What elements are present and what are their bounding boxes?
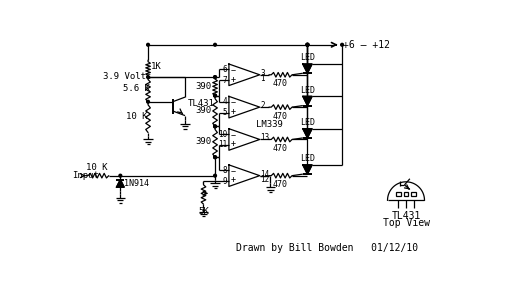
Text: 10 K: 10 K xyxy=(87,163,108,172)
Text: 5: 5 xyxy=(223,108,228,117)
Bar xyxy=(404,192,408,196)
Text: LED: LED xyxy=(300,86,315,95)
Text: 1K: 1K xyxy=(151,62,162,71)
Circle shape xyxy=(119,174,122,177)
Text: +: + xyxy=(231,139,236,148)
Text: −: − xyxy=(231,131,236,140)
Text: 390: 390 xyxy=(196,82,212,91)
Circle shape xyxy=(341,44,344,46)
Text: 8: 8 xyxy=(223,166,228,175)
Circle shape xyxy=(214,125,216,128)
Text: 470: 470 xyxy=(273,112,288,121)
Circle shape xyxy=(214,156,216,159)
Text: 13: 13 xyxy=(261,133,270,142)
Bar xyxy=(411,192,416,196)
Text: +6 — +12: +6 — +12 xyxy=(343,40,390,50)
Text: 470: 470 xyxy=(273,144,288,153)
Polygon shape xyxy=(303,165,312,174)
Text: Input: Input xyxy=(73,171,99,180)
Circle shape xyxy=(214,174,216,177)
Circle shape xyxy=(214,125,216,128)
Circle shape xyxy=(214,156,216,159)
Circle shape xyxy=(306,44,309,46)
Text: 2: 2 xyxy=(261,101,265,110)
Text: −: − xyxy=(231,98,236,107)
Text: +: + xyxy=(231,75,236,83)
Text: 10 K: 10 K xyxy=(127,112,148,121)
Bar xyxy=(396,192,401,196)
Text: 1: 1 xyxy=(261,74,265,83)
Text: Drawn by Bill Bowden   01/12/10: Drawn by Bill Bowden 01/12/10 xyxy=(236,243,418,253)
Text: TL431: TL431 xyxy=(188,99,215,108)
Circle shape xyxy=(214,94,216,97)
Text: 470: 470 xyxy=(273,79,288,89)
Circle shape xyxy=(306,44,309,46)
Text: LED: LED xyxy=(300,154,315,163)
Circle shape xyxy=(147,76,150,78)
Text: 14: 14 xyxy=(261,170,270,178)
Text: 5K: 5K xyxy=(198,207,209,216)
Text: Top View: Top View xyxy=(382,218,430,228)
Text: 390: 390 xyxy=(196,107,212,115)
Polygon shape xyxy=(303,96,312,106)
Text: 12: 12 xyxy=(261,175,270,184)
Polygon shape xyxy=(117,179,124,187)
Circle shape xyxy=(214,94,216,97)
Text: 5.6 K: 5.6 K xyxy=(123,84,150,93)
Circle shape xyxy=(306,44,309,46)
Text: 7: 7 xyxy=(223,76,228,85)
Text: 10: 10 xyxy=(218,130,228,139)
Circle shape xyxy=(147,100,150,103)
Polygon shape xyxy=(303,129,312,138)
Text: −: − xyxy=(231,167,236,176)
Text: 470: 470 xyxy=(273,180,288,189)
Text: LM339: LM339 xyxy=(256,120,282,129)
Text: 390: 390 xyxy=(196,137,212,146)
Text: 3: 3 xyxy=(261,69,265,78)
Polygon shape xyxy=(303,64,312,73)
Text: +: + xyxy=(231,176,236,184)
Circle shape xyxy=(214,76,216,78)
Text: 11: 11 xyxy=(218,140,228,149)
Text: +: + xyxy=(231,107,236,116)
Text: LED: LED xyxy=(300,54,315,62)
Circle shape xyxy=(306,44,309,46)
Circle shape xyxy=(214,44,216,46)
Text: TL431: TL431 xyxy=(391,211,421,221)
Text: 4: 4 xyxy=(223,97,228,106)
Text: −: − xyxy=(231,66,236,75)
Text: 1N914: 1N914 xyxy=(124,179,149,188)
Text: LED: LED xyxy=(300,118,315,127)
Text: 3.9 Volts: 3.9 Volts xyxy=(103,72,152,81)
Text: 9: 9 xyxy=(223,176,228,186)
Text: 6: 6 xyxy=(223,65,228,74)
Circle shape xyxy=(147,44,150,46)
Circle shape xyxy=(214,76,216,78)
